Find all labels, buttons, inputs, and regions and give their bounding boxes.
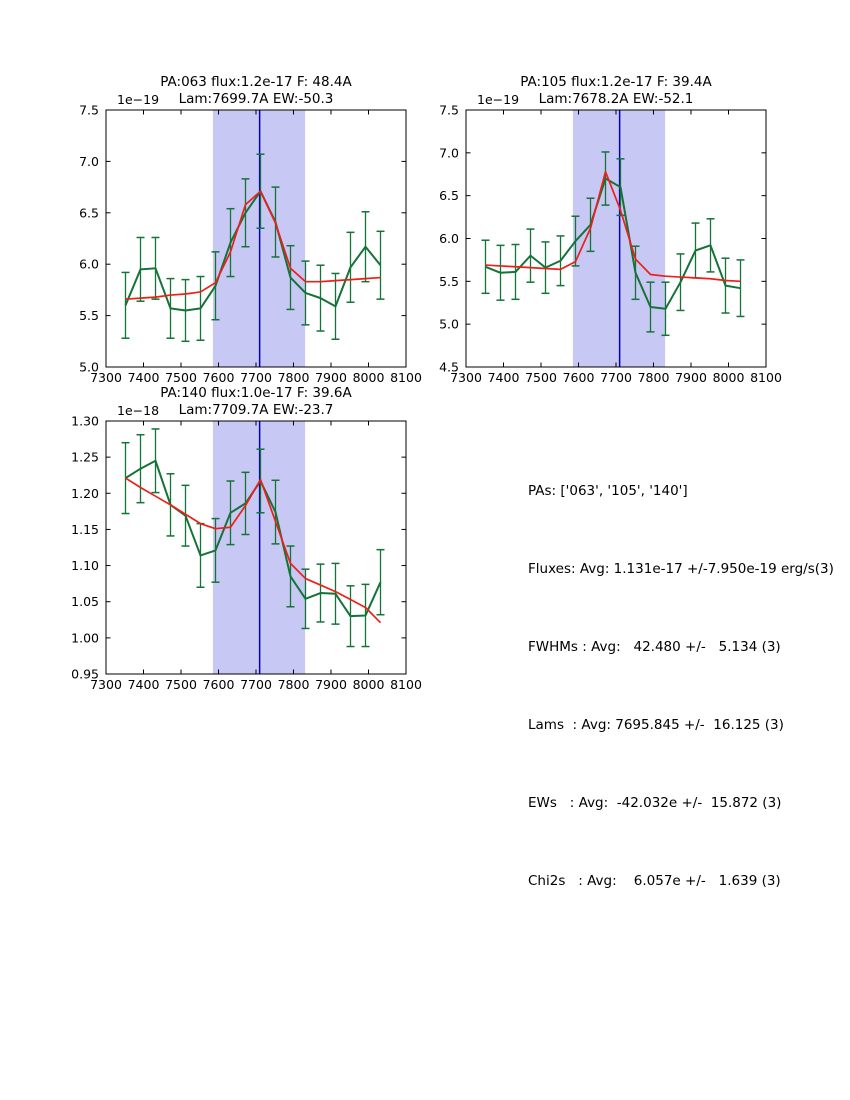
plot-title-line1: PA:063 flux:1.2e-17 F: 48.4A <box>160 74 352 90</box>
axis-ticks <box>465 109 767 368</box>
y-tick-label: 7.0 <box>439 145 459 160</box>
y-tick-label: 5.5 <box>439 274 459 289</box>
summary-stats-panel: PAs: ['063', '105', '140'] Fluxes: Avg: … <box>528 426 834 946</box>
y-tick-label: 4.5 <box>439 360 459 375</box>
x-tick-label: 7300 <box>90 677 122 692</box>
x-tick-label: 7800 <box>278 370 310 385</box>
y-tick-label: 1.20 <box>71 486 99 501</box>
data-series-line <box>124 190 382 312</box>
y-tick-label: 1.30 <box>71 414 99 429</box>
model-fit-line <box>125 477 382 624</box>
x-tick-label: 7500 <box>525 370 557 385</box>
x-tick-label: 8000 <box>353 370 385 385</box>
axis-ticks <box>105 420 407 675</box>
y-tick-label: 5.0 <box>79 360 99 375</box>
x-tick-label: 7700 <box>240 677 272 692</box>
x-tick-label: 7700 <box>600 370 632 385</box>
plot-title-line2: Lam:7709.7A EW:-23.7 <box>179 402 334 418</box>
x-tick-label: 8000 <box>353 677 385 692</box>
x-tick-label: 7300 <box>90 370 122 385</box>
stats-line-chi2s: Chi2s : Avg: 6.057e +/- 1.639 (3) <box>528 873 781 889</box>
y-tick-label: 7.0 <box>79 154 99 169</box>
data-series-line <box>485 177 741 310</box>
plot-title-line1: PA:105 flux:1.2e-17 F: 39.4A <box>520 74 712 90</box>
plot-title-line2: Lam:7678.2A EW:-52.1 <box>539 91 694 107</box>
y-tick-label: 5.0 <box>439 317 459 332</box>
x-tick-label: 7400 <box>128 370 160 385</box>
stats-line-pas: PAs: ['063', '105', '140'] <box>528 483 688 499</box>
y-axis-scale-label: 1e−18 <box>117 403 159 418</box>
y-tick-label: 7.5 <box>79 103 99 118</box>
x-tick-label: 7800 <box>278 677 310 692</box>
model-fit-line <box>125 190 381 301</box>
x-tick-label: 7900 <box>315 677 347 692</box>
model-fit-line <box>485 170 741 283</box>
stats-line-ews: EWs : Avg: -42.032e +/- 15.872 (3) <box>528 795 782 811</box>
stats-line-fluxes: Fluxes: Avg: 1.131e-17 +/-7.950e-19 erg/… <box>528 561 834 577</box>
x-tick-label: 8100 <box>390 677 422 692</box>
x-tick-label: 7900 <box>315 370 347 385</box>
y-tick-label: 1.25 <box>71 450 99 465</box>
tick-labels: 7300 7400 7500 7600 7700 7800 7900 8000 8100 5.0 5… <box>79 103 422 386</box>
x-tick-label: 7600 <box>563 370 595 385</box>
x-tick-label: 7800 <box>638 370 670 385</box>
tick-labels: 7300 7400 7500 7600 7700 7800 7900 8000 8100 4.5 5… <box>439 103 782 386</box>
y-tick-label: 0.95 <box>71 667 99 682</box>
x-tick-label: 7700 <box>240 370 272 385</box>
y-axis-scale-label: 1e−19 <box>117 92 159 107</box>
y-tick-label: 6.5 <box>439 188 459 203</box>
x-tick-label: 7600 <box>203 370 235 385</box>
plot-PA105: 7300 7400 7500 7600 7700 7800 7900 8000 8100 4.5 5… <box>439 74 782 385</box>
plot-title-line1: PA:140 flux:1.0e-17 F: 39.6A <box>160 385 352 401</box>
y-tick-label: 6.0 <box>439 231 459 246</box>
y-tick-label: 1.00 <box>71 630 99 645</box>
y-tick-label: 1.15 <box>71 522 99 537</box>
x-tick-label: 7300 <box>450 370 482 385</box>
y-tick-label: 1.05 <box>71 594 99 609</box>
y-tick-label: 6.5 <box>79 205 99 220</box>
x-tick-label: 7500 <box>165 370 197 385</box>
y-axis-scale-label: 1e−19 <box>477 92 519 107</box>
x-tick-label: 7400 <box>488 370 520 385</box>
x-tick-label: 8100 <box>390 370 422 385</box>
plot-title-line2: Lam:7699.7A EW:-50.3 <box>179 91 334 107</box>
y-tick-label: 5.5 <box>79 308 99 323</box>
tick-labels: 7300 7400 7500 7600 7700 7800 7900 8000 8100 0.95… <box>71 414 422 693</box>
x-tick-label: 7400 <box>128 677 160 692</box>
spectra-charts: 7300 7400 7500 7600 7700 7800 7900 8000 8100 5.0 5… <box>71 74 782 692</box>
x-tick-label: 7500 <box>165 677 197 692</box>
stats-line-fwhms: FWHMs : Avg: 42.480 +/- 5.134 (3) <box>528 639 781 655</box>
plot-PA063: 7300 7400 7500 7600 7700 7800 7900 8000 8100 5.0 5… <box>79 74 422 385</box>
plot-PA140: 7300 7400 7500 7600 7700 7800 7900 8000 8100 0.95… <box>71 385 422 692</box>
axis-ticks <box>105 109 407 368</box>
x-tick-label: 8000 <box>713 370 745 385</box>
y-tick-label: 1.10 <box>71 558 99 573</box>
x-tick-label: 8100 <box>750 370 782 385</box>
stats-line-lams: Lams : Avg: 7695.845 +/- 16.125 (3) <box>528 717 784 733</box>
x-tick-label: 7900 <box>675 370 707 385</box>
x-tick-label: 7600 <box>203 677 235 692</box>
y-tick-label: 7.5 <box>439 103 459 118</box>
y-tick-label: 6.0 <box>79 257 99 272</box>
